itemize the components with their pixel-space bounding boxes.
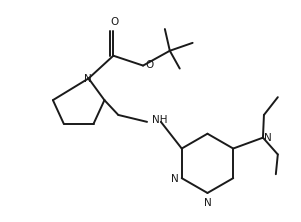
Text: N: N — [171, 174, 179, 184]
Text: NH: NH — [152, 115, 167, 125]
Text: N: N — [264, 133, 272, 143]
Text: N: N — [84, 74, 92, 84]
Text: N: N — [203, 198, 211, 208]
Text: O: O — [110, 17, 119, 27]
Text: O: O — [145, 59, 153, 69]
